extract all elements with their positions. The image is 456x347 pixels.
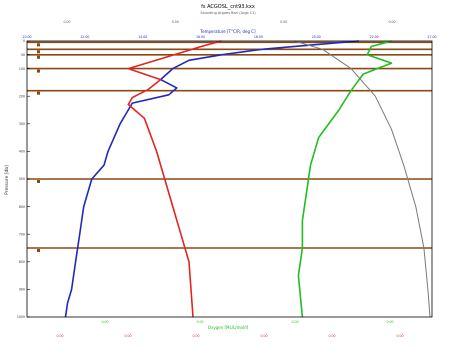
top-tick-label-4: 18.00 <box>254 35 263 39</box>
chart-subtitle: Sounding Argoes Bari (Argo 11) <box>200 11 256 15</box>
bottom-tick2-label-0: 0.00 <box>56 334 63 338</box>
y-tick-label-7: 600 <box>19 205 25 209</box>
bottom-tick-label-0: 0.00 <box>101 320 108 324</box>
y-tick-label-11: 1000 <box>17 315 25 319</box>
top-tick-label-2: 14.00 <box>138 35 147 39</box>
x-axis-label: Oxygen [ML/L/mol/I] <box>208 325 249 330</box>
top-axis-label: Temperature [T°C/R, deg C] <box>199 29 256 34</box>
top-tick2-label-1: 0.00 <box>172 20 179 24</box>
y-axis-label: Pressure [db] <box>4 165 10 195</box>
y-tick-label-9: 800 <box>19 260 25 264</box>
y-tick-label-6: 500 <box>19 177 25 181</box>
top-tick-label-5: 20.00 <box>312 35 321 39</box>
series-line-0 <box>64 40 360 318</box>
top-tick-label-3: 16.00 <box>196 35 205 39</box>
bottom-tick2-label-5: 0.00 <box>396 334 403 338</box>
bottom-tick2-label-4: 0.00 <box>328 334 335 338</box>
top-tick-label-6: 22.00 <box>370 35 379 39</box>
bottom-tick2-label-3: 0.00 <box>260 334 267 338</box>
top-tick2-label-0: 0.00 <box>63 20 70 24</box>
top-tick2-label-2: 0.00 <box>280 20 287 24</box>
level-marker-5 <box>37 180 40 183</box>
series-line-3 <box>294 40 431 318</box>
series-line-2 <box>297 40 393 318</box>
bottom-tick2-label-1: 0.00 <box>124 334 131 338</box>
top-tick2-label-3: 0.00 <box>388 20 395 24</box>
y-tick-label-8: 700 <box>19 232 25 236</box>
bottom-tick-label-2: 0.00 <box>291 320 298 324</box>
level-marker-3 <box>37 69 40 73</box>
top-tick-label-1: 12.00 <box>80 35 89 39</box>
top-tick-label-0: 10.00 <box>22 35 31 39</box>
y-tick-label-4: 300 <box>19 122 25 126</box>
y-tick-label-0: 0 <box>23 39 25 43</box>
level-marker-2 <box>37 55 40 59</box>
bottom-tick2-label-2: 0.00 <box>192 334 199 338</box>
level-marker-1 <box>37 50 40 54</box>
level-marker-0 <box>37 43 40 47</box>
level-marker-6 <box>37 249 40 252</box>
y-tick-label-10: 900 <box>19 288 25 292</box>
bottom-tick-label-3: 0.00 <box>386 320 393 324</box>
plot-frame <box>26 40 433 318</box>
top-tick-label-7: 27.00 <box>427 35 436 39</box>
bottom-tick-label-1: 0.00 <box>196 320 203 324</box>
level-marker-4 <box>37 91 40 95</box>
chart-title: fs ACGOSL_cnt93.kxx <box>201 4 255 10</box>
series-line-1 <box>127 40 222 318</box>
y-tick-label-1: 50 <box>21 53 25 57</box>
y-tick-label-3: 200 <box>19 94 25 98</box>
y-tick-label-2: 100 <box>19 67 25 71</box>
y-tick-label-5: 400 <box>19 150 25 154</box>
